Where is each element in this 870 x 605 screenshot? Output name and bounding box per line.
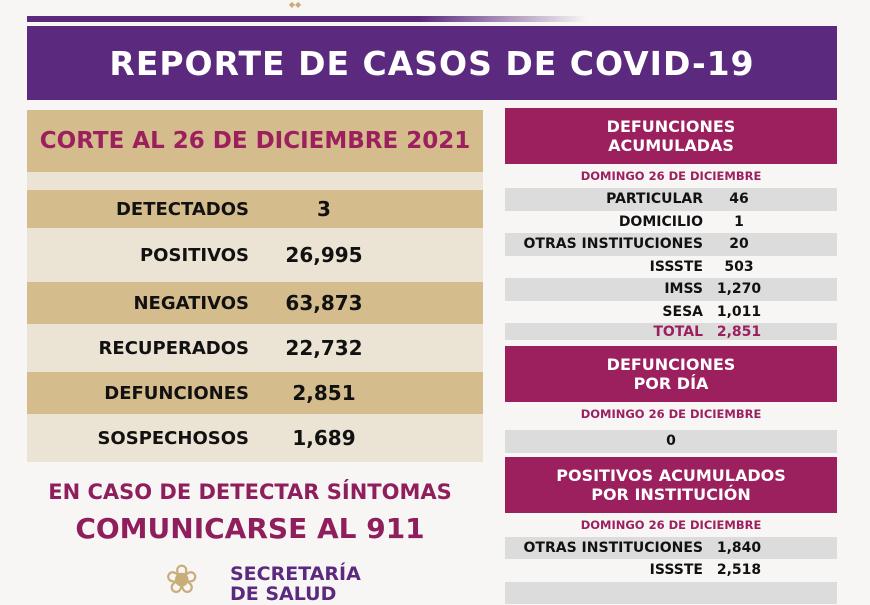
row-value: 3 [317, 197, 331, 221]
date-label: DOMINGO 26 DE DICIEMBRE [580, 169, 762, 183]
positives-by-institution-header: POSITIVOS ACUMULADOS POR INSTITUCIÓN [505, 456, 837, 513]
page-title: REPORTE DE CASOS DE COVID-19 [27, 26, 837, 100]
positives-row-cutoff [505, 581, 837, 604]
row-value: 2,518 [716, 562, 762, 579]
deaths-total-row: TOTAL 2,851 [505, 323, 837, 340]
header-line: ACUMULADAS [608, 136, 734, 155]
summary-header: CORTE AL 26 DE DICIEMBRE 2021 [27, 110, 483, 172]
summary-row: DEFUNCIONES 2,851 [27, 372, 483, 414]
deaths-row: DOMICILIO 1 [505, 211, 837, 234]
summary-row: SOSPECHOSOS 1,689 [27, 414, 483, 462]
row-value: 1,011 [716, 303, 762, 320]
total-value: 2,851 [716, 323, 762, 340]
row-label: PARTICULAR [606, 191, 703, 208]
spacer-row [27, 172, 483, 190]
deaths-cumulative-header: DEFUNCIONES ACUMULADAS [505, 108, 837, 164]
row-label: SESA [662, 303, 703, 320]
lotus-flower-icon: ❀ [165, 557, 199, 603]
row-label: ISSSTE [649, 562, 703, 579]
deaths-row: SESA 1,011 [505, 301, 837, 324]
row-value: 46 [729, 191, 749, 208]
row-value: 1 [734, 213, 744, 230]
ministry-logo-text: SECRETARÍA DE SALUD [230, 564, 361, 604]
header-line: POR INSTITUCIÓN [591, 484, 751, 504]
row-value: 63,873 [285, 291, 363, 315]
header-line: DEFUNCIONES [606, 355, 736, 374]
row-label: DETECTADOS [115, 198, 249, 220]
row-label: DEFUNCIONES [104, 382, 249, 404]
row-label: NEGATIVOS [133, 292, 249, 314]
row-value: 1,840 [716, 539, 762, 556]
row-label: RECUPERADOS [98, 337, 249, 359]
logo-line-2: DE SALUD [230, 583, 337, 605]
date-label: DOMINGO 26 DE DICIEMBRE [580, 407, 762, 421]
row-label: DOMICILIO [618, 213, 703, 230]
row-value: 503 [724, 258, 754, 275]
row-label: OTRAS INSTITUCIONES [523, 236, 703, 253]
deaths-row: IMSS 1,270 [505, 278, 837, 301]
row-value: 1,270 [716, 281, 762, 298]
summary-panel: CORTE AL 26 DE DICIEMBRE 2021 DETECTADOS… [27, 110, 483, 462]
header-line: DEFUNCIONES [606, 117, 736, 136]
deaths-daily-value: 0 [505, 430, 837, 453]
deaths-row: PARTICULAR 46 [505, 188, 837, 211]
header-line: POSITIVOS ACUMULADOS [556, 465, 786, 485]
row-label: SOSPECHOSOS [97, 427, 249, 449]
positives-row: OTRAS INSTITUCIONES 1,840 [505, 536, 837, 559]
summary-row: POSITIVOS 26,995 [27, 228, 483, 282]
row-label: IMSS [664, 281, 703, 298]
row-value: 20 [729, 236, 749, 253]
row-value: 2,851 [292, 381, 356, 405]
deaths-daily-header: DEFUNCIONES POR DÍA [505, 346, 837, 402]
row-label: ISSSTE [649, 258, 703, 275]
emblem-icon: ◆◆ [288, 0, 302, 9]
summary-row: DETECTADOS 3 [27, 190, 483, 228]
deaths-row: OTRAS INSTITUCIONES 20 [505, 233, 837, 256]
details-panel: DEFUNCIONES ACUMULADAS DOMINGO 26 DE DICI… [505, 108, 837, 604]
header-line: POR DÍA [633, 374, 709, 393]
row-value: 1,689 [292, 426, 356, 450]
date-label: DOMINGO 26 DE DICIEMBRE [580, 517, 762, 532]
deaths-row: ISSSTE 503 [505, 256, 837, 279]
summary-row: NEGATIVOS 63,873 [27, 282, 483, 324]
cta-line-1: EN CASO DE DETECTAR SÍNTOMAS [48, 480, 452, 504]
total-label: TOTAL [653, 323, 703, 340]
row-value: 22,732 [285, 336, 363, 360]
logo-line-1: SECRETARÍA [230, 563, 361, 585]
row-label: POSITIVOS [139, 244, 249, 266]
top-divider [27, 16, 587, 22]
row-value: 26,995 [285, 243, 363, 267]
summary-row: RECUPERADOS 22,732 [27, 324, 483, 372]
cta-line-2: COMUNICARSE AL 911 [75, 512, 425, 545]
positives-row: ISSSTE 2,518 [505, 559, 837, 582]
row-label: OTRAS INSTITUCIONES [523, 539, 703, 556]
